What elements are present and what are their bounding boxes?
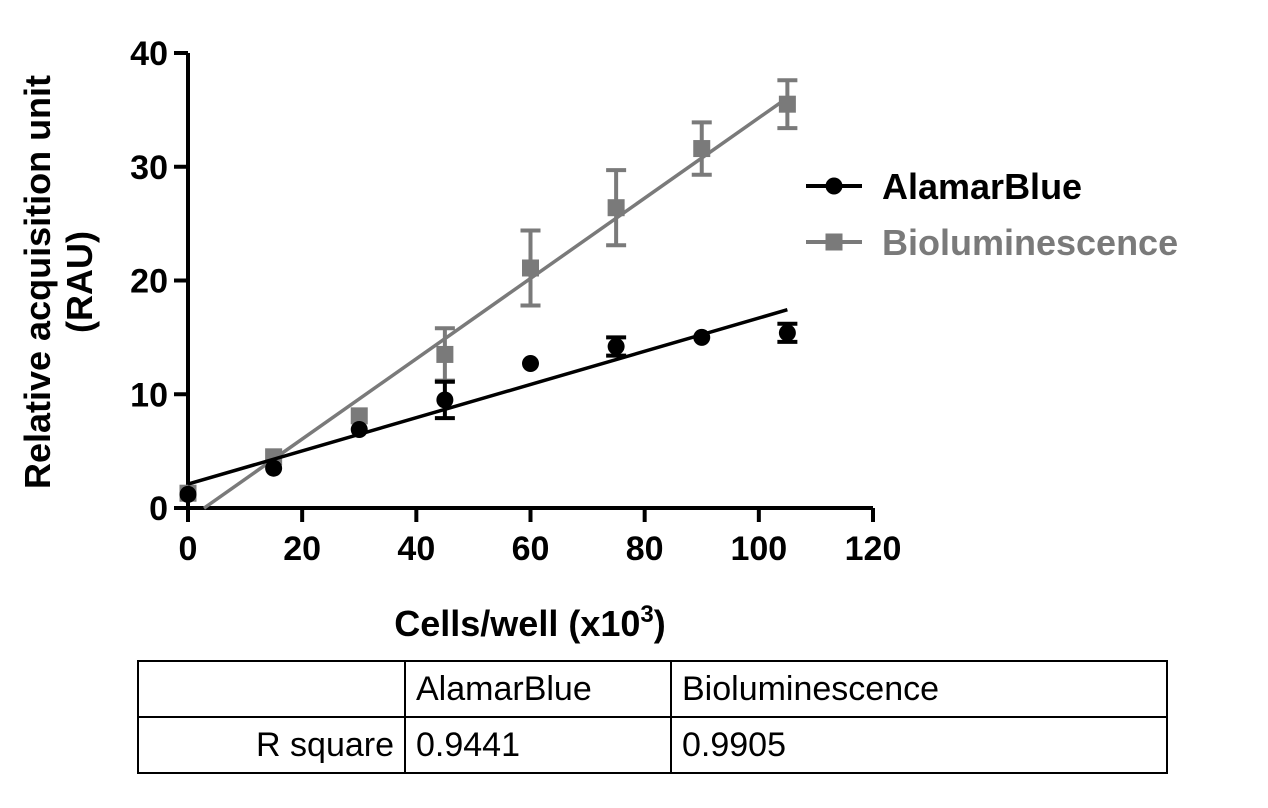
table-header-alamarblue: AlamarBlue <box>404 660 672 718</box>
data-point-bioluminescence <box>522 259 539 277</box>
y-tick-label: 40 <box>130 35 168 73</box>
data-point-alamarblue <box>179 485 197 503</box>
x-tick-label: 60 <box>512 530 550 568</box>
data-point-alamarblue <box>607 337 625 355</box>
data-point-bioluminescence <box>778 95 796 113</box>
legend-marker-circle <box>825 177 843 195</box>
x-tick-label: 80 <box>626 530 664 568</box>
y-axis-label: (RAU) <box>59 231 100 333</box>
table-row: R square 0.9441 0.9905 <box>137 716 1168 774</box>
data-point-alamarblue <box>522 355 539 373</box>
legend-label-bioluminescence: Bioluminescence <box>882 222 1178 263</box>
row-label: R square <box>137 716 406 774</box>
data-point-alamarblue <box>265 459 283 477</box>
y-tick-label: 30 <box>130 149 168 187</box>
y-tick-label: 0 <box>149 490 168 528</box>
data-point-alamarblue <box>693 328 711 346</box>
data-point-alamarblue <box>778 324 796 342</box>
x-tick-label: 120 <box>845 530 902 568</box>
r-square-bioluminescence: 0.9905 <box>670 716 1168 774</box>
data-point-bioluminescence <box>607 199 625 217</box>
table-cell <box>137 660 406 718</box>
r-square-alamarblue: 0.9441 <box>404 716 672 774</box>
legend-label-alamarblue: AlamarBlue <box>882 166 1082 207</box>
y-axis-label: Relative acquisition unit <box>17 75 58 489</box>
legend-marker-square <box>825 233 843 251</box>
data-point-alamarblue <box>436 391 454 409</box>
data-point-bioluminescence <box>693 140 711 158</box>
x-axis-label: Cells/well (x103) <box>394 601 666 644</box>
x-tick-label: 0 <box>179 530 198 568</box>
data-point-bioluminescence <box>350 407 368 425</box>
fit-line-alamarblue <box>187 308 788 486</box>
r-square-table: AlamarBlue Bioluminescence R square 0.94… <box>137 660 1168 774</box>
y-tick-label: 20 <box>130 263 168 301</box>
fit-line-bioluminescence <box>202 96 789 510</box>
data-point-bioluminescence <box>436 345 454 363</box>
table-header-bioluminescence: Bioluminescence <box>670 660 1168 718</box>
y-tick-label: 10 <box>130 376 168 414</box>
x-tick-label: 100 <box>730 530 787 568</box>
table-header-row: AlamarBlue Bioluminescence <box>137 660 1168 718</box>
x-tick-label: 40 <box>397 530 435 568</box>
x-tick-label: 20 <box>283 530 321 568</box>
data-point-alamarblue <box>350 421 368 439</box>
